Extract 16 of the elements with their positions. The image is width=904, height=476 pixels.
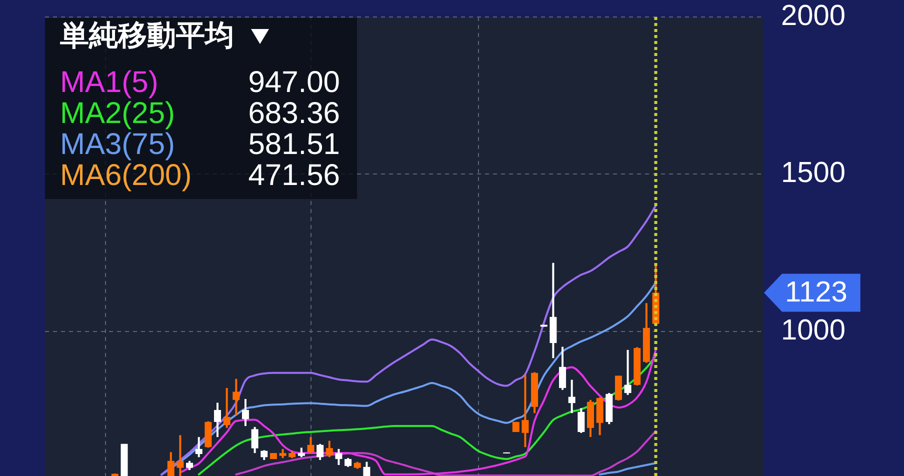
annotation: 683.36 [248,97,340,130]
annotation: 471.56 [248,159,340,192]
line-series [160,204,657,476]
text: MA3(75) [60,128,176,161]
text: MA1(5) [60,66,158,99]
text: MA2(25) [60,97,176,130]
y-tick-label: 2000 [781,0,846,32]
line-series [598,462,657,476]
y-tick-label: 1500 [781,157,846,190]
y-tick-label: 1000 [781,314,846,346]
annotation: 581.51 [248,128,340,161]
annotation: 947.00 [248,66,340,99]
legend-label: MA6(200) [60,159,192,192]
text: 1123 [785,276,848,309]
line-series [235,430,657,476]
legend-title: 単純移動平均 [60,19,234,54]
